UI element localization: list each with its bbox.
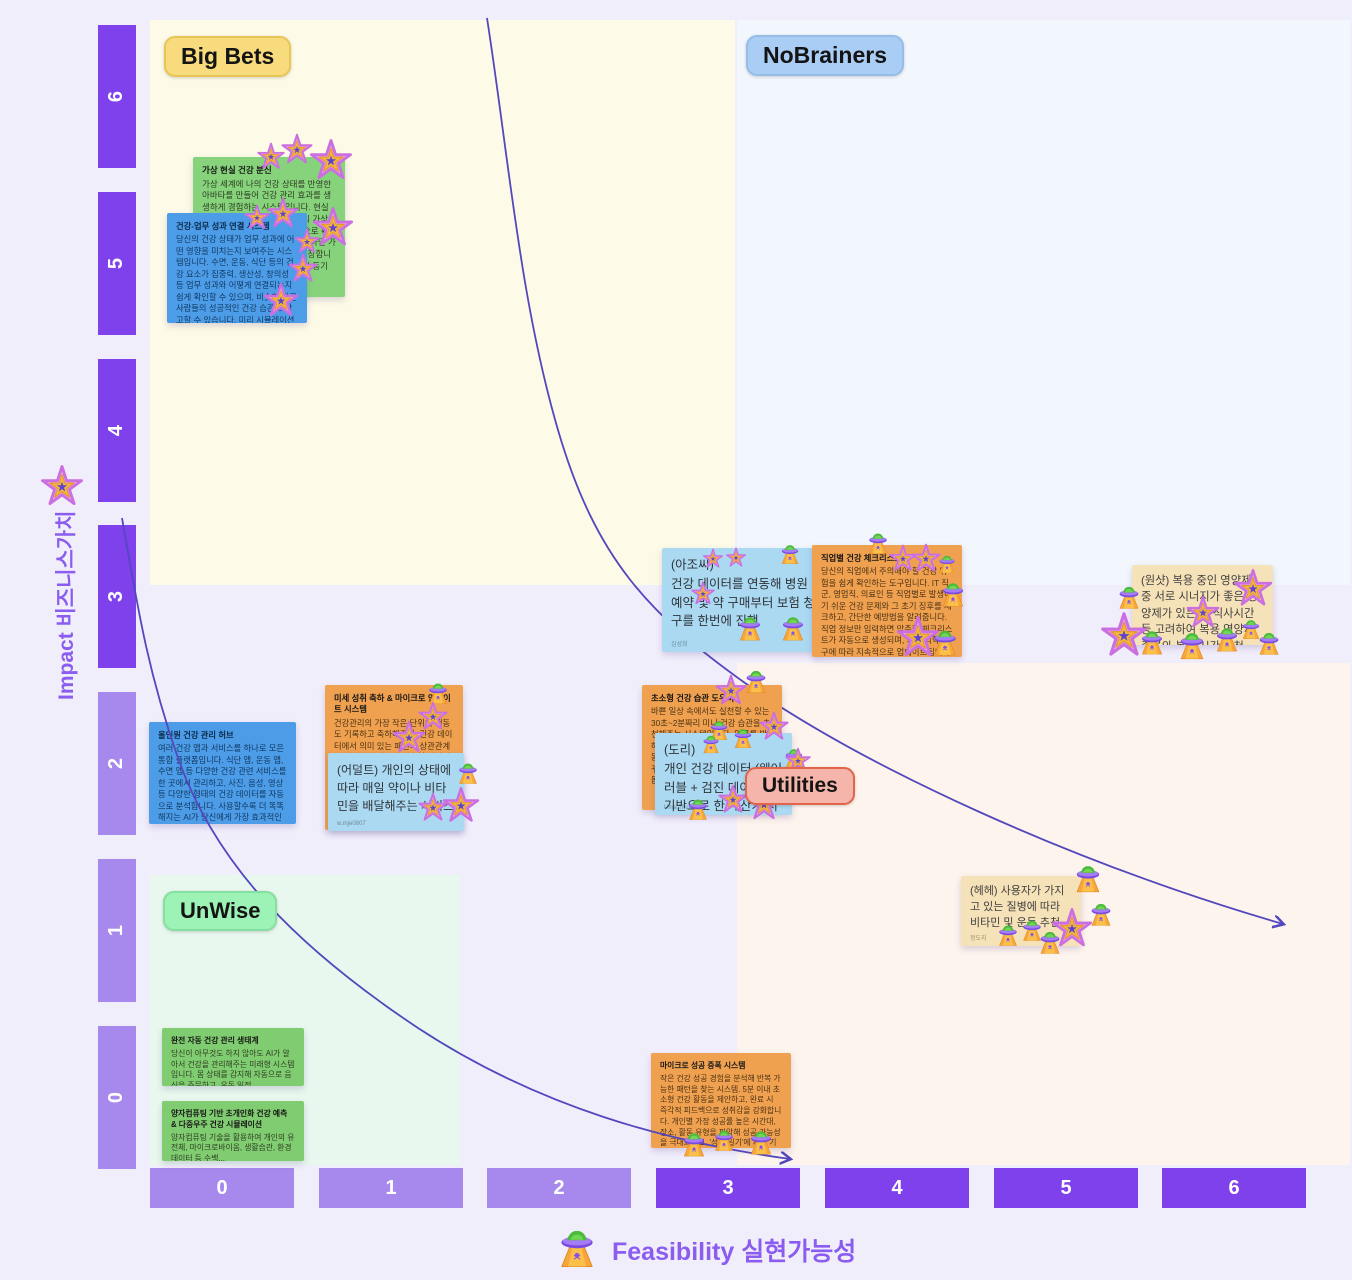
- y-axis-tick-6: 6: [98, 25, 136, 168]
- ufo-sticker[interactable]: [678, 1127, 710, 1159]
- y-axis-tick-4: 4: [98, 359, 136, 502]
- star-sticker[interactable]: [266, 197, 300, 231]
- ufo-sticker[interactable]: [552, 1221, 602, 1271]
- ufo-sticker[interactable]: [777, 540, 803, 566]
- x-axis-tick-4: 4: [825, 1168, 969, 1208]
- ufo-sticker[interactable]: [745, 1125, 777, 1157]
- star-sticker[interactable]: [714, 674, 748, 708]
- x-axis-tick-value: 4: [891, 1176, 903, 1199]
- y-axis-tick-value: 0: [105, 1091, 128, 1104]
- star-sticker[interactable]: [287, 253, 319, 285]
- ufo-sticker[interactable]: [730, 724, 756, 750]
- ufo-sticker[interactable]: [1070, 859, 1106, 895]
- ufo-sticker[interactable]: [1254, 627, 1284, 657]
- x-axis-tick-value: 5: [1060, 1176, 1072, 1199]
- ufo-sticker[interactable]: [1174, 626, 1210, 662]
- x-axis-tick-1: 1: [319, 1168, 463, 1208]
- note-author: 정도지: [970, 936, 987, 942]
- quadrant-label-nobrainers[interactable]: NoBrainers: [746, 35, 904, 76]
- note-body: 양자컴퓨팅 기술을 활용하여 개인의 유전체, 마이크로바이옴, 생활습관, 환…: [171, 1132, 295, 1162]
- y-axis-tick-5: 5: [98, 192, 136, 335]
- ufo-sticker[interactable]: [994, 920, 1022, 948]
- quadrant-label-utilities[interactable]: Utilities: [745, 767, 855, 805]
- x-axis-tick-2: 2: [487, 1168, 631, 1208]
- x-axis-tick-5: 5: [994, 1168, 1138, 1208]
- star-sticker[interactable]: [690, 581, 716, 607]
- y-axis-tick-3: 3: [98, 525, 136, 668]
- x-axis-tick-6: 6: [1162, 1168, 1306, 1208]
- x-axis-tick-3: 3: [656, 1168, 800, 1208]
- x-axis-tick-0: 0: [150, 1168, 294, 1208]
- ufo-sticker[interactable]: [1136, 625, 1168, 657]
- ufo-sticker[interactable]: [937, 577, 969, 609]
- star-sticker[interactable]: [293, 228, 321, 256]
- star-sticker[interactable]: [758, 711, 790, 743]
- note-title: 건강-업무 성과 연결 시스템: [176, 221, 270, 231]
- impact-axis-label: Impact 비즈니스가치: [55, 510, 78, 700]
- y-axis-tick-value: 3: [105, 590, 128, 603]
- feasibility-axis-label: Feasibility 실현가능성: [612, 1238, 857, 1266]
- x-axis-tick-value: 3: [722, 1176, 734, 1199]
- y-axis-tick-1: 1: [98, 859, 136, 1002]
- ufo-sticker[interactable]: [928, 624, 962, 658]
- note-title: 마이크로 성공 증폭 시스템: [660, 1061, 746, 1070]
- note-body: 당신이 아무것도 하지 않아도 AI가 알아서 건강을 관리해주는 미래형 시스…: [171, 1048, 295, 1086]
- star-sticker[interactable]: [1232, 568, 1274, 610]
- y-axis-tick-value: 1: [105, 924, 128, 937]
- ufo-sticker[interactable]: [1035, 926, 1065, 956]
- star-sticker[interactable]: [441, 786, 481, 826]
- ufo-sticker[interactable]: [710, 1125, 738, 1153]
- x-axis-tick-value: 2: [553, 1176, 565, 1199]
- quadrant-label-big-bets[interactable]: Big Bets: [164, 36, 292, 77]
- note-title: 가상 현실 건강 분신: [202, 165, 272, 175]
- ufo-sticker[interactable]: [734, 611, 766, 643]
- quadrant-nobrainers: [737, 20, 1350, 585]
- note-title: 올인원 건강 관리 허브: [158, 730, 234, 740]
- x-axis-tick-value: 1: [385, 1176, 397, 1199]
- y-axis-tick-value: 4: [105, 424, 128, 437]
- note-author: 심성희: [671, 642, 688, 648]
- star-sticker[interactable]: [262, 282, 300, 320]
- note-title: 완전 자동 건강 관리 생태계: [171, 1036, 259, 1045]
- y-axis-tick-2: 2: [98, 692, 136, 835]
- x-axis-tick-value: 0: [216, 1176, 228, 1199]
- y-axis-tick-0: 0: [98, 1026, 136, 1169]
- y-axis-tick-value: 6: [105, 90, 128, 103]
- ufo-sticker[interactable]: [454, 758, 482, 786]
- y-axis-tick-value: 5: [105, 257, 128, 270]
- ufo-sticker[interactable]: [684, 794, 712, 822]
- ufo-sticker[interactable]: [699, 731, 723, 755]
- star-sticker[interactable]: [702, 548, 724, 570]
- note-author: w.mje0807: [337, 821, 366, 827]
- quadrant-label-unwise[interactable]: UnWise: [163, 891, 278, 931]
- y-axis-tick-value: 2: [105, 757, 128, 770]
- note-title: 양자컴퓨팅 기반 초개인화 건강 예측 & 다중우주 건강 시뮬레이션: [171, 1109, 288, 1129]
- ufo-sticker[interactable]: [935, 551, 959, 575]
- star-sticker[interactable]: [725, 547, 747, 569]
- star-sticker[interactable]: [39, 464, 85, 510]
- x-axis-tick-value: 6: [1228, 1176, 1240, 1199]
- note-body: 여러 건강 앱과 서비스를 하나로 모은 통합 플랫폼입니다. 식단 앱, 운동…: [158, 743, 287, 824]
- star-sticker[interactable]: [308, 138, 354, 184]
- ufo-sticker[interactable]: [777, 611, 809, 643]
- star-sticker[interactable]: [391, 720, 427, 756]
- ufo-sticker[interactable]: [1114, 581, 1144, 611]
